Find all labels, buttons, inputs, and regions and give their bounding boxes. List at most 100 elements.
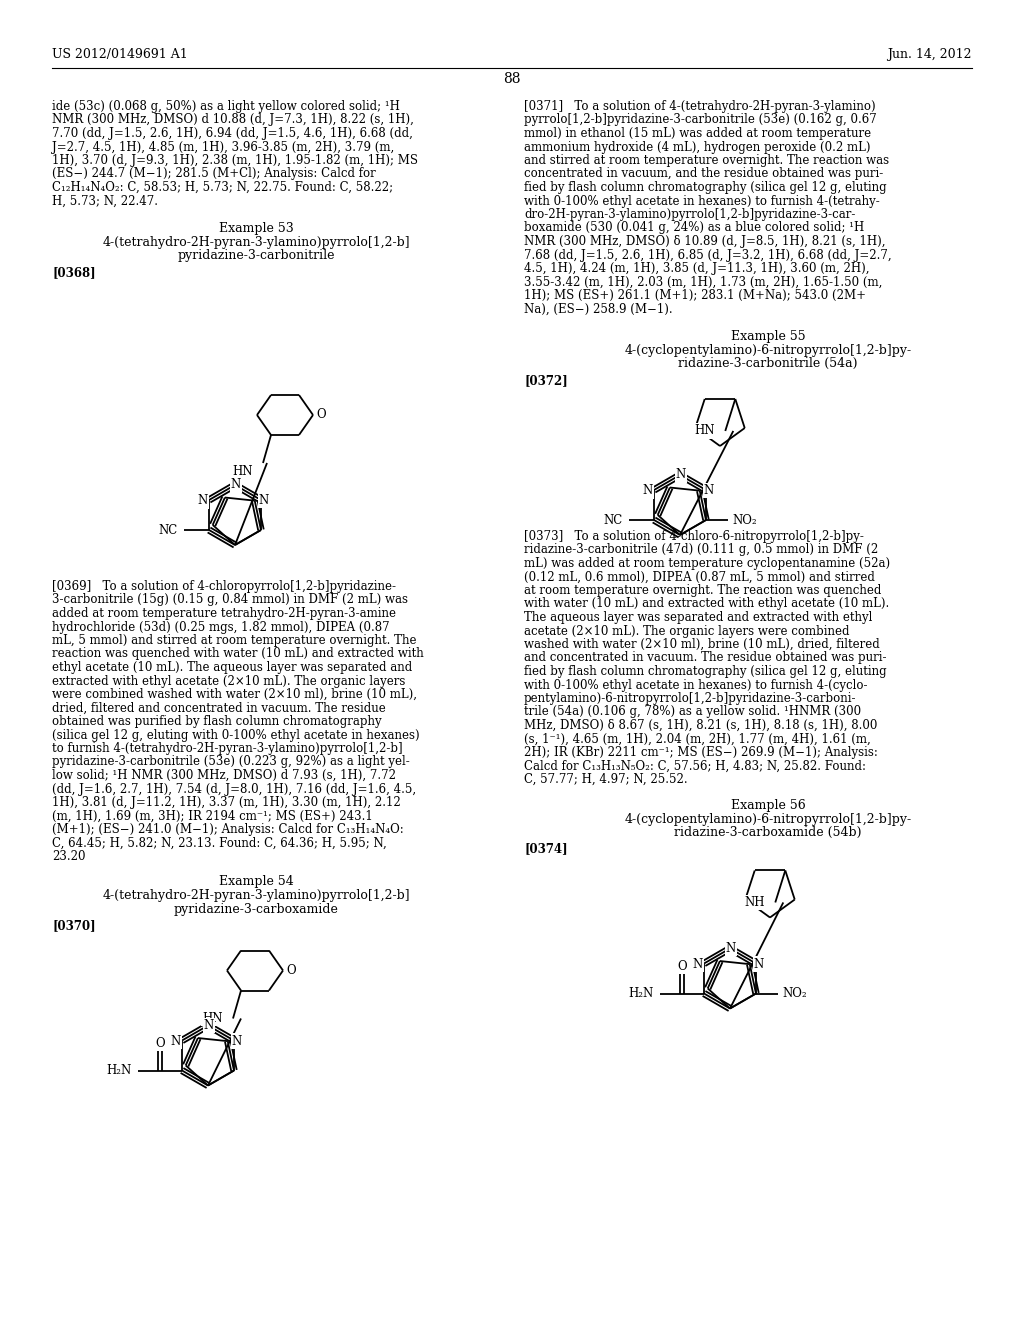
- Text: low solid; ¹H NMR (300 MHz, DMSO) d 7.93 (s, 1H), 7.72: low solid; ¹H NMR (300 MHz, DMSO) d 7.93…: [52, 770, 396, 781]
- Text: N: N: [171, 1035, 181, 1048]
- Text: HN: HN: [232, 465, 253, 478]
- Text: HN: HN: [203, 1012, 223, 1026]
- Text: O: O: [286, 964, 296, 977]
- Text: C, 64.45; H, 5.82; N, 23.13. Found: C, 64.36; H, 5.95; N,: C, 64.45; H, 5.82; N, 23.13. Found: C, 6…: [52, 837, 387, 850]
- Text: HN: HN: [694, 425, 716, 437]
- Text: added at room temperature tetrahydro-2H-pyran-3-amine: added at room temperature tetrahydro-2H-…: [52, 607, 396, 620]
- Text: H₂N: H₂N: [629, 987, 654, 1001]
- Text: N: N: [204, 1019, 214, 1032]
- Text: C₁₂H₁₄N₄O₂: C, 58.53; H, 5.73; N, 22.75. Found: C, 58.22;: C₁₂H₁₄N₄O₂: C, 58.53; H, 5.73; N, 22.75.…: [52, 181, 393, 194]
- Text: dro-2H-pyran-3-ylamino)pyrrolo[1,2-b]pyridazine-3-car-: dro-2H-pyran-3-ylamino)pyrrolo[1,2-b]pyr…: [524, 209, 855, 220]
- Text: (dd, J=1.6, 2.7, 1H), 7.54 (d, J=8.0, 1H), 7.16 (dd, J=1.6, 4.5,: (dd, J=1.6, 2.7, 1H), 7.54 (d, J=8.0, 1H…: [52, 783, 416, 796]
- Text: 4-(tetrahydro-2H-pyran-3-ylamino)pyrrolo[1,2-b]: 4-(tetrahydro-2H-pyran-3-ylamino)pyrrolo…: [102, 890, 410, 903]
- Text: pentylamino)-6-nitropyrrolo[1,2-b]pyridazine-3-carboni-: pentylamino)-6-nitropyrrolo[1,2-b]pyrida…: [524, 692, 856, 705]
- Text: 3-carbonitrile (15g) (0.15 g, 0.84 mmol) in DMF (2 mL) was: 3-carbonitrile (15g) (0.15 g, 0.84 mmol)…: [52, 594, 408, 606]
- Text: with 0-100% ethyl acetate in hexanes) to furnish 4-(tetrahy-: with 0-100% ethyl acetate in hexanes) to…: [524, 194, 880, 207]
- Text: 2H); IR (KBr) 2211 cm⁻¹; MS (ES−) 269.9 (M−1); Analysis:: 2H); IR (KBr) 2211 cm⁻¹; MS (ES−) 269.9 …: [524, 746, 878, 759]
- Text: [0368]: [0368]: [52, 267, 95, 279]
- Text: ammonium hydroxide (4 mL), hydrogen peroxide (0.2 mL): ammonium hydroxide (4 mL), hydrogen pero…: [524, 140, 870, 153]
- Text: Example 55: Example 55: [731, 330, 805, 343]
- Text: ethyl acetate (10 mL). The aqueous layer was separated and: ethyl acetate (10 mL). The aqueous layer…: [52, 661, 413, 675]
- Text: ridazine-3-carbonitrile (47d) (0.111 g, 0.5 mmol) in DMF (2: ridazine-3-carbonitrile (47d) (0.111 g, …: [524, 544, 879, 557]
- Text: (ES−) 244.7 (M−1); 281.5 (M+Cl); Analysis: Calcd for: (ES−) 244.7 (M−1); 281.5 (M+Cl); Analysi…: [52, 168, 376, 181]
- Text: C, 57.77; H, 4.97; N, 25.52.: C, 57.77; H, 4.97; N, 25.52.: [524, 774, 688, 785]
- Text: washed with water (2×10 ml), brine (10 mL), dried, filtered: washed with water (2×10 ml), brine (10 m…: [524, 638, 880, 651]
- Text: pyridazine-3-carbonitrile (53e) (0.223 g, 92%) as a light yel-: pyridazine-3-carbonitrile (53e) (0.223 g…: [52, 755, 410, 768]
- Text: 7.68 (dd, J=1.5, 2.6, 1H), 6.85 (d, J=3.2, 1H), 6.68 (dd, J=2.7,: 7.68 (dd, J=1.5, 2.6, 1H), 6.85 (d, J=3.…: [524, 248, 892, 261]
- Text: N: N: [726, 942, 736, 954]
- Text: acetate (2×10 mL). The organic layers were combined: acetate (2×10 mL). The organic layers we…: [524, 624, 850, 638]
- Text: [0372]: [0372]: [524, 374, 567, 387]
- Text: 3.55-3.42 (m, 1H), 2.03 (m, 1H), 1.73 (m, 2H), 1.65-1.50 (m,: 3.55-3.42 (m, 1H), 2.03 (m, 1H), 1.73 (m…: [524, 276, 883, 289]
- Text: pyridazine-3-carboxamide: pyridazine-3-carboxamide: [173, 903, 339, 916]
- Text: 4-(cyclopentylamino)-6-nitropyrrolo[1,2-b]py-: 4-(cyclopentylamino)-6-nitropyrrolo[1,2-…: [625, 813, 911, 825]
- Text: O: O: [316, 408, 326, 421]
- Text: O: O: [156, 1038, 165, 1049]
- Text: (s, 1⁻¹), 4.65 (m, 1H), 2.04 (m, 2H), 1.77 (m, 4H), 1.61 (m,: (s, 1⁻¹), 4.65 (m, 1H), 2.04 (m, 2H), 1.…: [524, 733, 870, 746]
- Text: were combined washed with water (2×10 ml), brine (10 mL),: were combined washed with water (2×10 ml…: [52, 688, 417, 701]
- Text: Jun. 14, 2012: Jun. 14, 2012: [888, 48, 972, 61]
- Text: N: N: [676, 469, 686, 482]
- Text: with 0-100% ethyl acetate in hexanes) to furnish 4-(cyclo-: with 0-100% ethyl acetate in hexanes) to…: [524, 678, 867, 692]
- Text: [0370]: [0370]: [52, 920, 95, 932]
- Text: The aqueous layer was separated and extracted with ethyl: The aqueous layer was separated and extr…: [524, 611, 872, 624]
- Text: and concentrated in vacuum. The residue obtained was puri-: and concentrated in vacuum. The residue …: [524, 652, 887, 664]
- Text: 1H), 3.70 (d, J=9.3, 1H), 2.38 (m, 1H), 1.95-1.82 (m, 1H); MS: 1H), 3.70 (d, J=9.3, 1H), 2.38 (m, 1H), …: [52, 154, 418, 168]
- Text: N: N: [643, 484, 653, 498]
- Text: ridazine-3-carboxamide (54b): ridazine-3-carboxamide (54b): [674, 825, 862, 838]
- Text: mmol) in ethanol (15 mL) was added at room temperature: mmol) in ethanol (15 mL) was added at ro…: [524, 127, 871, 140]
- Text: Example 53: Example 53: [219, 222, 293, 235]
- Text: [0371]   To a solution of 4-(tetrahydro-2H-pyran-3-ylamino): [0371] To a solution of 4-(tetrahydro-2H…: [524, 100, 876, 114]
- Text: N: N: [259, 494, 269, 507]
- Text: MHz, DMSO) δ 8.67 (s, 1H), 8.21 (s, 1H), 8.18 (s, 1H), 8.00: MHz, DMSO) δ 8.67 (s, 1H), 8.21 (s, 1H),…: [524, 719, 878, 733]
- Text: hydrochloride (53d) (0.25 mgs, 1.82 mmol), DIPEA (0.87: hydrochloride (53d) (0.25 mgs, 1.82 mmol…: [52, 620, 389, 634]
- Text: fied by flash column chromatography (silica gel 12 g, eluting: fied by flash column chromatography (sil…: [524, 181, 887, 194]
- Text: (m, 1H), 1.69 (m, 3H); IR 2194 cm⁻¹; MS (ES+) 243.1: (m, 1H), 1.69 (m, 3H); IR 2194 cm⁻¹; MS …: [52, 809, 373, 822]
- Text: [0373]   To a solution of 4-chloro-6-nitropyrrolo[1,2-b]py-: [0373] To a solution of 4-chloro-6-nitro…: [524, 531, 864, 543]
- Text: 7.70 (dd, J=1.5, 2.6, 1H), 6.94 (dd, J=1.5, 4.6, 1H), 6.68 (dd,: 7.70 (dd, J=1.5, 2.6, 1H), 6.94 (dd, J=1…: [52, 127, 413, 140]
- Text: with water (10 mL) and extracted with ethyl acetate (10 mL).: with water (10 mL) and extracted with et…: [524, 598, 889, 610]
- Text: ide (53c) (0.068 g, 50%) as a light yellow colored solid; ¹H: ide (53c) (0.068 g, 50%) as a light yell…: [52, 100, 400, 114]
- Text: N: N: [693, 958, 703, 972]
- Text: mL) was added at room temperature cyclopentanamine (52a): mL) was added at room temperature cyclop…: [524, 557, 890, 570]
- Text: obtained was purified by flash column chromatography: obtained was purified by flash column ch…: [52, 715, 382, 729]
- Text: NO₂: NO₂: [732, 513, 757, 527]
- Text: concentrated in vacuum, and the residue obtained was puri-: concentrated in vacuum, and the residue …: [524, 168, 884, 181]
- Text: reaction was quenched with water (10 mL) and extracted with: reaction was quenched with water (10 mL)…: [52, 648, 424, 660]
- Text: mL, 5 mmol) and stirred at room temperature overnight. The: mL, 5 mmol) and stirred at room temperat…: [52, 634, 417, 647]
- Text: Na), (ES−) 258.9 (M−1).: Na), (ES−) 258.9 (M−1).: [524, 302, 673, 315]
- Text: extracted with ethyl acetate (2×10 mL). The organic layers: extracted with ethyl acetate (2×10 mL). …: [52, 675, 406, 688]
- Text: H, 5.73; N, 22.47.: H, 5.73; N, 22.47.: [52, 194, 158, 207]
- Text: 88: 88: [503, 73, 521, 86]
- Text: to furnish 4-(tetrahydro-2H-pyran-3-ylamino)pyrrolo[1,2-b]: to furnish 4-(tetrahydro-2H-pyran-3-ylam…: [52, 742, 402, 755]
- Text: NC: NC: [159, 524, 178, 536]
- Text: ridazine-3-carbonitrile (54a): ridazine-3-carbonitrile (54a): [678, 356, 858, 370]
- Text: J=2.7, 4.5, 1H), 4.85 (m, 1H), 3.96-3.85 (m, 2H), 3.79 (m,: J=2.7, 4.5, 1H), 4.85 (m, 1H), 3.96-3.85…: [52, 140, 394, 153]
- Text: (silica gel 12 g, eluting with 0-100% ethyl acetate in hexanes): (silica gel 12 g, eluting with 0-100% et…: [52, 729, 420, 742]
- Text: NMR (300 MHz, DMSO) d 10.88 (d, J=7.3, 1H), 8.22 (s, 1H),: NMR (300 MHz, DMSO) d 10.88 (d, J=7.3, 1…: [52, 114, 414, 127]
- Text: NC: NC: [604, 513, 623, 527]
- Text: NO₂: NO₂: [782, 987, 807, 1001]
- Text: [0374]: [0374]: [524, 842, 567, 855]
- Text: NH: NH: [744, 896, 765, 909]
- Text: N: N: [231, 1035, 242, 1048]
- Text: 4.5, 1H), 4.24 (m, 1H), 3.85 (d, J=11.3, 1H), 3.60 (m, 2H),: 4.5, 1H), 4.24 (m, 1H), 3.85 (d, J=11.3,…: [524, 261, 869, 275]
- Text: pyrrolo[1,2-b]pyridazine-3-carbonitrile (53e) (0.162 g, 0.67: pyrrolo[1,2-b]pyridazine-3-carbonitrile …: [524, 114, 877, 127]
- Text: Example 56: Example 56: [731, 799, 805, 812]
- Text: N: N: [230, 479, 241, 491]
- Text: NMR (300 MHz, DMSO) δ 10.89 (d, J=8.5, 1H), 8.21 (s, 1H),: NMR (300 MHz, DMSO) δ 10.89 (d, J=8.5, 1…: [524, 235, 886, 248]
- Text: N: N: [703, 484, 714, 498]
- Text: H₂N: H₂N: [106, 1064, 132, 1077]
- Text: 1H), 3.81 (d, J=11.2, 1H), 3.37 (m, 1H), 3.30 (m, 1H), 2.12: 1H), 3.81 (d, J=11.2, 1H), 3.37 (m, 1H),…: [52, 796, 400, 809]
- Text: 4-(tetrahydro-2H-pyran-3-ylamino)pyrrolo[1,2-b]: 4-(tetrahydro-2H-pyran-3-ylamino)pyrrolo…: [102, 236, 410, 249]
- Text: N: N: [754, 957, 764, 970]
- Text: pyridazine-3-carbonitrile: pyridazine-3-carbonitrile: [177, 249, 335, 261]
- Text: dried, filtered and concentrated in vacuum. The residue: dried, filtered and concentrated in vacu…: [52, 701, 386, 714]
- Text: (M+1); (ES−) 241.0 (M−1); Analysis: Calcd for C₁₃H₁₄N₄O:: (M+1); (ES−) 241.0 (M−1); Analysis: Calc…: [52, 822, 403, 836]
- Text: [0369]   To a solution of 4-chloropyrrolo[1,2-b]pyridazine-: [0369] To a solution of 4-chloropyrrolo[…: [52, 579, 396, 593]
- Text: O: O: [677, 960, 687, 973]
- Text: at room temperature overnight. The reaction was quenched: at room temperature overnight. The react…: [524, 583, 882, 597]
- Text: US 2012/0149691 A1: US 2012/0149691 A1: [52, 48, 187, 61]
- Text: (0.12 mL, 0.6 mmol), DIPEA (0.87 mL, 5 mmol) and stirred: (0.12 mL, 0.6 mmol), DIPEA (0.87 mL, 5 m…: [524, 570, 874, 583]
- Text: fied by flash column chromatography (silica gel 12 g, eluting: fied by flash column chromatography (sil…: [524, 665, 887, 678]
